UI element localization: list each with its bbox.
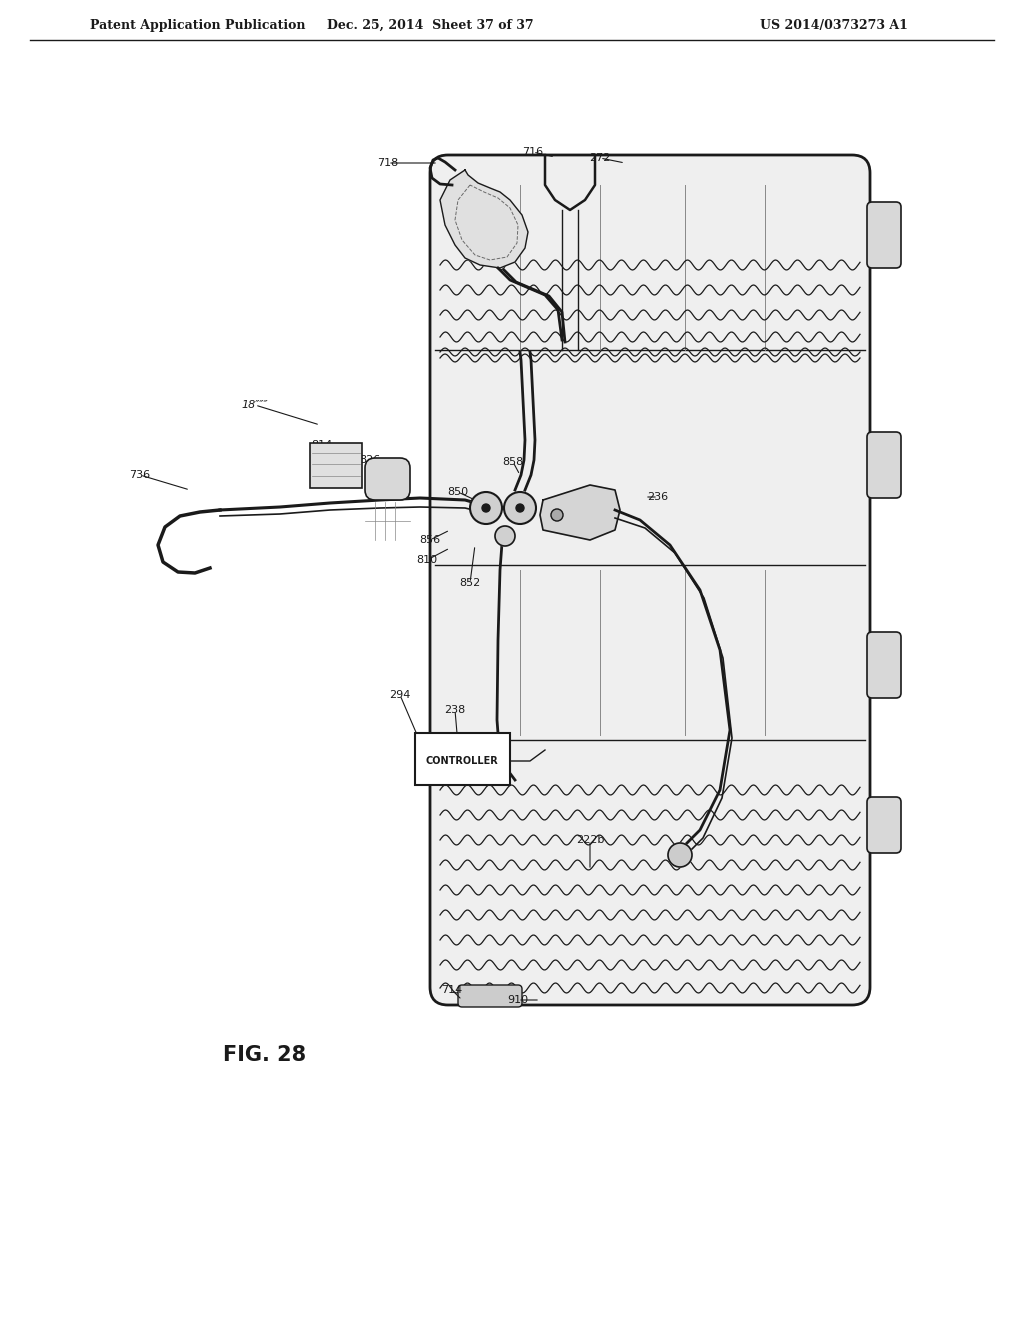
- FancyBboxPatch shape: [867, 432, 901, 498]
- FancyBboxPatch shape: [365, 458, 410, 500]
- Circle shape: [516, 504, 524, 512]
- Text: 910: 910: [508, 995, 528, 1005]
- Text: 716: 716: [522, 147, 544, 157]
- Polygon shape: [440, 170, 528, 268]
- Circle shape: [470, 492, 502, 524]
- Text: 854: 854: [554, 495, 575, 506]
- Text: 294: 294: [389, 690, 411, 700]
- Circle shape: [495, 525, 515, 546]
- FancyBboxPatch shape: [867, 202, 901, 268]
- FancyBboxPatch shape: [458, 985, 522, 1007]
- Circle shape: [504, 492, 536, 524]
- Text: Dec. 25, 2014  Sheet 37 of 37: Dec. 25, 2014 Sheet 37 of 37: [327, 18, 534, 32]
- Text: 856: 856: [420, 535, 440, 545]
- Text: 718: 718: [378, 158, 398, 168]
- Text: CONTROLLER: CONTROLLER: [426, 756, 499, 766]
- Text: US 2014/0373273 A1: US 2014/0373273 A1: [760, 18, 908, 32]
- Polygon shape: [540, 484, 620, 540]
- Text: 814: 814: [311, 440, 333, 450]
- Text: 736: 736: [129, 470, 151, 480]
- Text: 852: 852: [460, 578, 480, 587]
- Text: 18″″″: 18″″″: [242, 400, 268, 411]
- Circle shape: [482, 504, 490, 512]
- FancyBboxPatch shape: [867, 632, 901, 698]
- Text: 238: 238: [444, 705, 466, 715]
- Text: 272: 272: [590, 153, 610, 162]
- Text: 850: 850: [447, 487, 469, 498]
- Text: Patent Application Publication: Patent Application Publication: [90, 18, 305, 32]
- FancyBboxPatch shape: [430, 154, 870, 1005]
- Text: 826: 826: [359, 455, 381, 465]
- Text: 714: 714: [441, 985, 463, 995]
- Text: 222b: 222b: [575, 836, 604, 845]
- Text: 858: 858: [503, 457, 523, 467]
- Text: 737: 737: [365, 490, 386, 500]
- Text: FIG. 28: FIG. 28: [223, 1045, 306, 1065]
- FancyBboxPatch shape: [867, 797, 901, 853]
- FancyBboxPatch shape: [310, 444, 362, 488]
- Circle shape: [551, 510, 563, 521]
- FancyBboxPatch shape: [415, 733, 510, 785]
- Text: 810: 810: [417, 554, 437, 565]
- Circle shape: [668, 843, 692, 867]
- Text: 236: 236: [647, 492, 669, 502]
